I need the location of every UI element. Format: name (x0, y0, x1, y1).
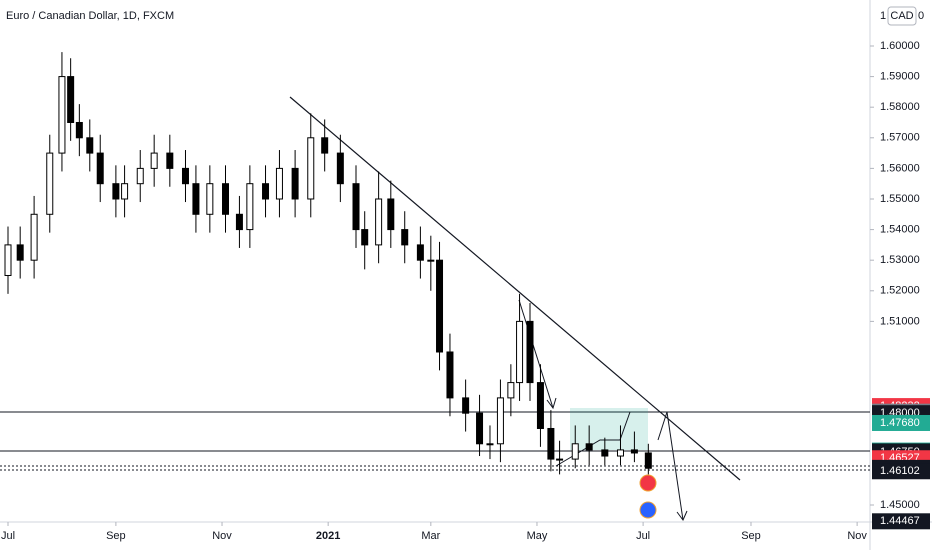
price-tag-label: 1.44467 (880, 515, 920, 527)
x-tick-label: Sep (741, 530, 761, 542)
y-tick-label: 1.59000 (880, 70, 920, 82)
candle-body (150, 152, 158, 169)
currency-box[interactable] (887, 6, 917, 26)
candle-body (192, 183, 200, 215)
candle-body (571, 443, 579, 460)
x-tick-label: Mar (421, 530, 440, 542)
x-tick-label: Nov (847, 530, 867, 542)
candle-body (547, 427, 555, 460)
candle-body (67, 76, 75, 123)
x-tick-label: Sep (106, 530, 126, 542)
candle-body (121, 183, 129, 200)
price-tag (872, 463, 930, 480)
range-box (570, 408, 648, 450)
candle-body (4, 244, 12, 276)
currency-count: 0 (918, 10, 924, 22)
price-tag (872, 513, 930, 530)
candle-body (616, 449, 624, 457)
candle-body (246, 183, 254, 231)
candle-body (307, 137, 315, 200)
trend-line (289, 96, 741, 481)
arrow (666, 411, 684, 521)
candle-body (321, 137, 329, 154)
x-tick-label: Nov (212, 530, 232, 542)
candle-body (516, 320, 524, 384)
candle-body (585, 443, 593, 451)
candle-body (644, 452, 652, 469)
candle-body (352, 183, 360, 231)
candle-body (16, 244, 24, 261)
y-tick-label: 1.45000 (880, 499, 920, 511)
y-tick-label: 1.56000 (880, 162, 920, 174)
arrow (657, 411, 668, 441)
y-tick-label: 1.52000 (880, 285, 920, 297)
candle-body (336, 152, 344, 185)
candle-body (486, 443, 494, 446)
candle-body (375, 198, 383, 246)
candle-body (427, 259, 435, 262)
candle-body (181, 167, 189, 185)
candle-body (462, 397, 470, 414)
candle-body (136, 167, 144, 185)
x-tick-label: 2021 (316, 530, 340, 542)
event-icon[interactable] (639, 474, 657, 492)
arrow (518, 299, 554, 409)
y-tick-label: 1.58000 (880, 101, 920, 113)
y-tick-label: 1.51000 (880, 315, 920, 327)
candle-body (601, 449, 609, 457)
y-tick-label: 1.55000 (880, 193, 920, 205)
candle-body (235, 213, 243, 231)
candle-body (526, 320, 534, 384)
price-tag-label: 1.47680 (880, 417, 920, 429)
arrow-head (676, 510, 688, 521)
candle-body (96, 152, 104, 185)
chart-title: Euro / Canadian Dollar, 1D, FXCM (6, 10, 174, 22)
candle-body (112, 183, 120, 200)
x-tick-label: Jul (1, 530, 15, 542)
candle-body (416, 244, 424, 261)
candle-body (86, 137, 94, 154)
candle-body (262, 183, 270, 200)
candle-body (166, 152, 174, 169)
x-tick-label: May (527, 530, 548, 542)
candle-body (387, 198, 395, 231)
y-tick-label: 1.60000 (880, 40, 920, 52)
x-tick-label: Jul (636, 530, 650, 542)
candle-body (496, 397, 504, 445)
scale-label: 1 (880, 10, 886, 22)
arrow-head (546, 397, 557, 410)
candle-body (446, 351, 454, 399)
candle-body (75, 121, 83, 139)
drawings (0, 96, 870, 521)
candle-body (222, 183, 230, 215)
candle-body (361, 229, 369, 246)
candle-body (206, 183, 214, 215)
candle-body (476, 412, 484, 445)
candle-body (556, 458, 564, 461)
event-icon[interactable] (639, 501, 657, 519)
candle-body (507, 382, 515, 399)
y-tick-label: 1.54000 (880, 223, 920, 235)
y-tick-label: 1.57000 (880, 132, 920, 144)
candle-body (275, 167, 283, 200)
candle-body (30, 213, 38, 261)
candle-body (58, 76, 66, 154)
candle-body (436, 259, 444, 353)
y-tick-label: 1.53000 (880, 254, 920, 266)
candle-body (630, 449, 638, 454)
price-tag-label: 1.46102 (880, 465, 920, 477)
candle-body (401, 229, 409, 246)
candle-body (46, 152, 54, 215)
candle-body (536, 382, 544, 429)
candle-body (291, 167, 299, 200)
price-tag (872, 414, 930, 431)
currency[interactable]: CAD (890, 10, 913, 22)
